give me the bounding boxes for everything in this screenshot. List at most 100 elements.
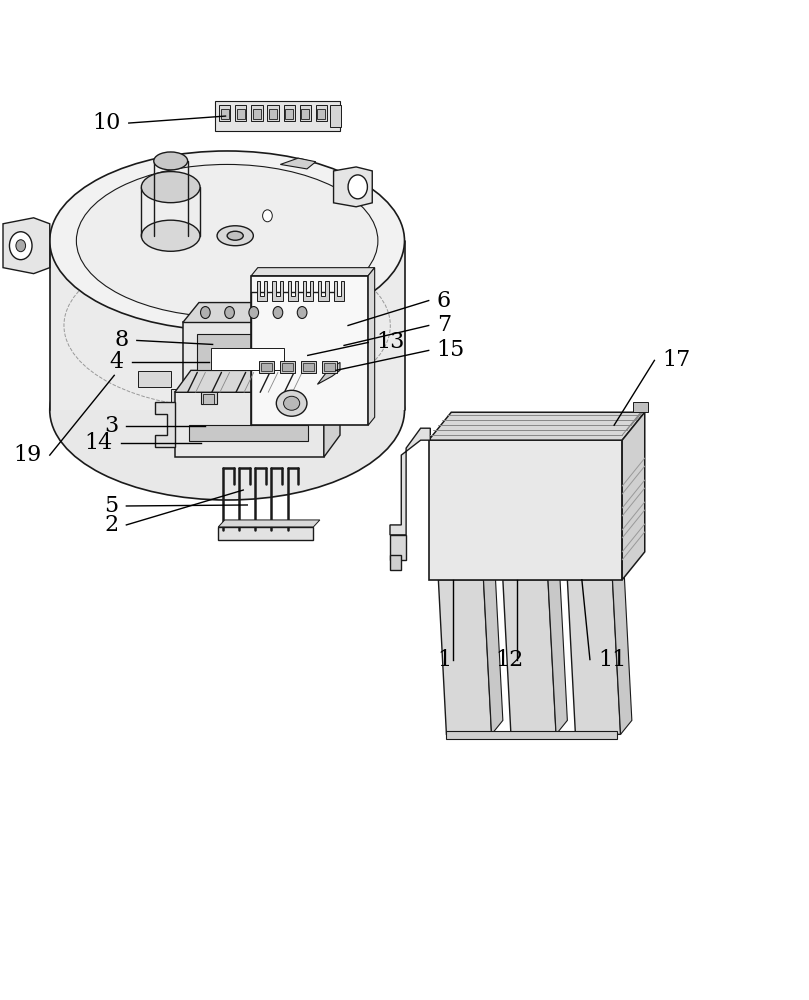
Polygon shape <box>50 241 404 410</box>
Bar <box>303 363 314 371</box>
Polygon shape <box>333 167 372 207</box>
Polygon shape <box>3 218 50 274</box>
Polygon shape <box>138 371 171 387</box>
Circle shape <box>10 232 32 260</box>
Bar <box>235 105 247 121</box>
Text: 17: 17 <box>663 349 691 371</box>
Bar <box>253 109 261 119</box>
Polygon shape <box>567 580 621 734</box>
Bar <box>268 105 279 121</box>
Bar <box>282 363 293 371</box>
Bar <box>256 394 267 404</box>
Ellipse shape <box>277 390 307 416</box>
Polygon shape <box>317 362 340 384</box>
Bar <box>301 361 316 373</box>
Bar <box>237 109 245 119</box>
Bar <box>261 363 273 371</box>
Polygon shape <box>291 384 324 400</box>
Text: 4: 4 <box>110 351 124 373</box>
Bar <box>253 380 269 404</box>
Polygon shape <box>324 370 340 457</box>
Bar <box>322 361 337 373</box>
Polygon shape <box>268 371 299 387</box>
Polygon shape <box>332 303 348 382</box>
Bar <box>316 105 327 121</box>
Polygon shape <box>171 389 203 405</box>
Text: 13: 13 <box>376 331 404 353</box>
Bar <box>201 380 217 404</box>
Bar <box>175 392 324 457</box>
Bar <box>268 332 320 372</box>
Bar <box>429 440 622 580</box>
Polygon shape <box>503 580 556 734</box>
Text: 6: 6 <box>437 290 451 312</box>
Circle shape <box>348 175 367 199</box>
Bar <box>203 394 214 404</box>
Text: 11: 11 <box>598 649 626 671</box>
Bar <box>284 105 294 121</box>
Ellipse shape <box>142 172 200 203</box>
Circle shape <box>225 307 235 319</box>
Ellipse shape <box>142 220 200 251</box>
Bar <box>260 361 274 373</box>
Text: 12: 12 <box>495 649 523 671</box>
Bar <box>301 109 309 119</box>
Polygon shape <box>303 281 313 301</box>
Ellipse shape <box>284 396 299 410</box>
Polygon shape <box>175 370 340 392</box>
Bar <box>197 334 298 370</box>
Ellipse shape <box>217 226 253 246</box>
Polygon shape <box>257 281 268 301</box>
Circle shape <box>249 307 259 319</box>
Bar <box>329 105 341 127</box>
Bar <box>218 527 313 540</box>
Circle shape <box>16 240 26 252</box>
Polygon shape <box>429 412 645 440</box>
Polygon shape <box>390 535 406 560</box>
Text: 2: 2 <box>104 514 118 536</box>
Polygon shape <box>438 580 492 734</box>
Text: 3: 3 <box>104 415 118 437</box>
Bar <box>447 731 616 739</box>
Polygon shape <box>318 281 328 301</box>
Polygon shape <box>252 268 375 276</box>
Bar <box>221 109 229 119</box>
Text: 10: 10 <box>92 112 121 134</box>
Polygon shape <box>218 520 320 527</box>
Polygon shape <box>183 303 348 322</box>
Bar <box>211 348 284 370</box>
Bar <box>219 105 231 121</box>
Ellipse shape <box>50 320 404 500</box>
Polygon shape <box>484 566 503 734</box>
Text: 7: 7 <box>437 314 451 336</box>
Polygon shape <box>612 566 632 734</box>
Bar <box>317 109 325 119</box>
Text: 15: 15 <box>437 339 465 361</box>
Text: 1: 1 <box>438 649 452 671</box>
Bar <box>269 109 277 119</box>
Ellipse shape <box>50 151 404 330</box>
Circle shape <box>263 210 273 222</box>
Circle shape <box>273 307 283 319</box>
Ellipse shape <box>227 231 244 240</box>
Polygon shape <box>281 158 316 169</box>
Bar <box>299 105 311 121</box>
Polygon shape <box>155 402 175 447</box>
Text: 5: 5 <box>104 495 118 517</box>
Polygon shape <box>390 428 430 535</box>
Polygon shape <box>548 566 567 734</box>
Ellipse shape <box>154 152 188 170</box>
Circle shape <box>201 307 210 319</box>
Bar <box>281 361 294 373</box>
Bar <box>189 425 307 441</box>
Polygon shape <box>273 281 283 301</box>
Circle shape <box>297 307 307 319</box>
Polygon shape <box>287 281 298 301</box>
Bar <box>286 109 293 119</box>
Bar <box>183 322 332 382</box>
Bar <box>252 276 368 425</box>
Text: 19: 19 <box>14 444 42 466</box>
Polygon shape <box>390 555 401 570</box>
Polygon shape <box>333 281 344 301</box>
Bar <box>324 363 335 371</box>
